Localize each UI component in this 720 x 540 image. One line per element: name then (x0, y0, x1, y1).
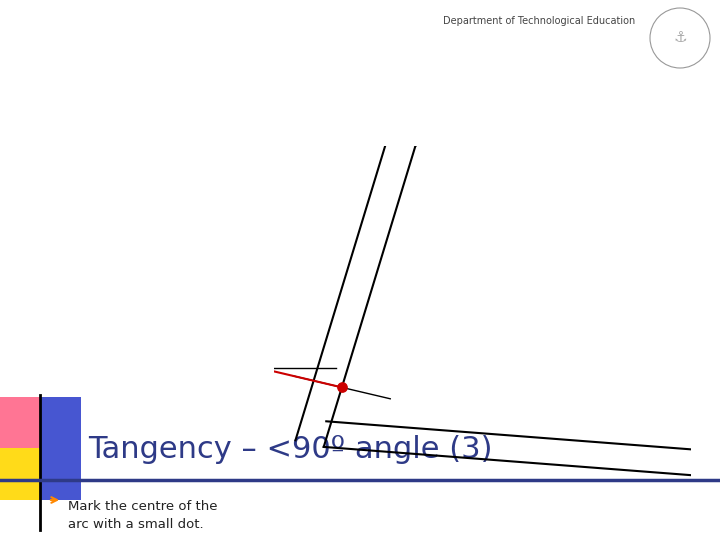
Point (256, 364, 267, 373)
Text: ⚓: ⚓ (673, 30, 687, 45)
Bar (40, 448, 81, 500)
Bar (0, 397, 40, 448)
Point (336, 383, 348, 391)
Text: Tangency – <90º angle (3): Tangency – <90º angle (3) (88, 435, 492, 464)
Point (248, 437, 260, 446)
Bar (0, 448, 40, 500)
Text: Department of Technological Education: Department of Technological Education (443, 16, 635, 26)
Text: Mark the centre of the
arc with a small dot.: Mark the centre of the arc with a small … (68, 500, 217, 530)
Bar (40, 397, 81, 448)
